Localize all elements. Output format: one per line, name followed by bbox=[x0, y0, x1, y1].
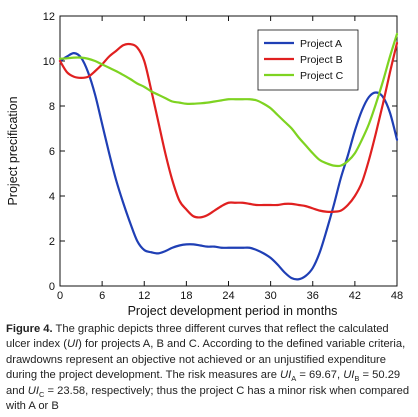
legend-label: Project A bbox=[300, 38, 342, 50]
caption-ui-term: UI bbox=[66, 338, 79, 351]
caption-text: The graphic depicts three different curv… bbox=[6, 323, 389, 351]
x-axis-title: Project development period in months bbox=[128, 304, 338, 318]
x-tick-label: 24 bbox=[222, 290, 234, 302]
caption-text: = 69.67, bbox=[296, 369, 344, 382]
figure-caption: Figure 4. The graphic depicts three diff… bbox=[6, 322, 414, 414]
x-tick-label: 6 bbox=[99, 290, 105, 302]
ui-c-symbol: UI bbox=[27, 384, 39, 397]
x-tick-label: 42 bbox=[349, 290, 361, 302]
y-tick-label: 12 bbox=[43, 11, 55, 23]
ui-b-symbol: UI bbox=[343, 369, 355, 382]
x-tick-label: 18 bbox=[180, 290, 192, 302]
legend: Project A Project B Project C bbox=[257, 29, 359, 91]
ui-c-subscript: C bbox=[38, 389, 45, 399]
y-tick-label: 8 bbox=[49, 101, 55, 113]
x-tick-label: 36 bbox=[307, 290, 319, 302]
caption-text: = 23.58, respectively; thus the project … bbox=[6, 384, 410, 413]
series-line-project-c bbox=[58, 32, 399, 168]
ui-b-subscript: B bbox=[354, 374, 360, 384]
legend-label: Project C bbox=[300, 70, 344, 82]
series-line-project-b bbox=[58, 41, 399, 219]
legend-label: Project B bbox=[300, 54, 343, 66]
y-tick-label: 10 bbox=[43, 56, 55, 68]
y-axis-title: Project precification bbox=[6, 96, 20, 205]
figure-label: Figure 4. bbox=[6, 323, 53, 335]
ui-a-subscript: A bbox=[291, 374, 297, 384]
x-tick-label: 12 bbox=[138, 290, 150, 302]
y-tick-label: 2 bbox=[49, 236, 55, 248]
x-tick-label: 48 bbox=[391, 290, 403, 302]
y-tick-label: 6 bbox=[49, 146, 55, 158]
caption-text: = 50.29 and bbox=[6, 369, 401, 397]
x-tick-label: 30 bbox=[265, 290, 277, 302]
caption-text: ) for projects A, B and C. According to … bbox=[6, 338, 406, 382]
x-tick-label: 0 bbox=[57, 290, 63, 302]
series-lines bbox=[58, 32, 399, 281]
y-tick-label: 0 bbox=[49, 281, 55, 293]
y-tick-label: 4 bbox=[49, 191, 55, 203]
ui-a-symbol: UI bbox=[280, 369, 292, 382]
series-line-project-a bbox=[58, 52, 399, 281]
